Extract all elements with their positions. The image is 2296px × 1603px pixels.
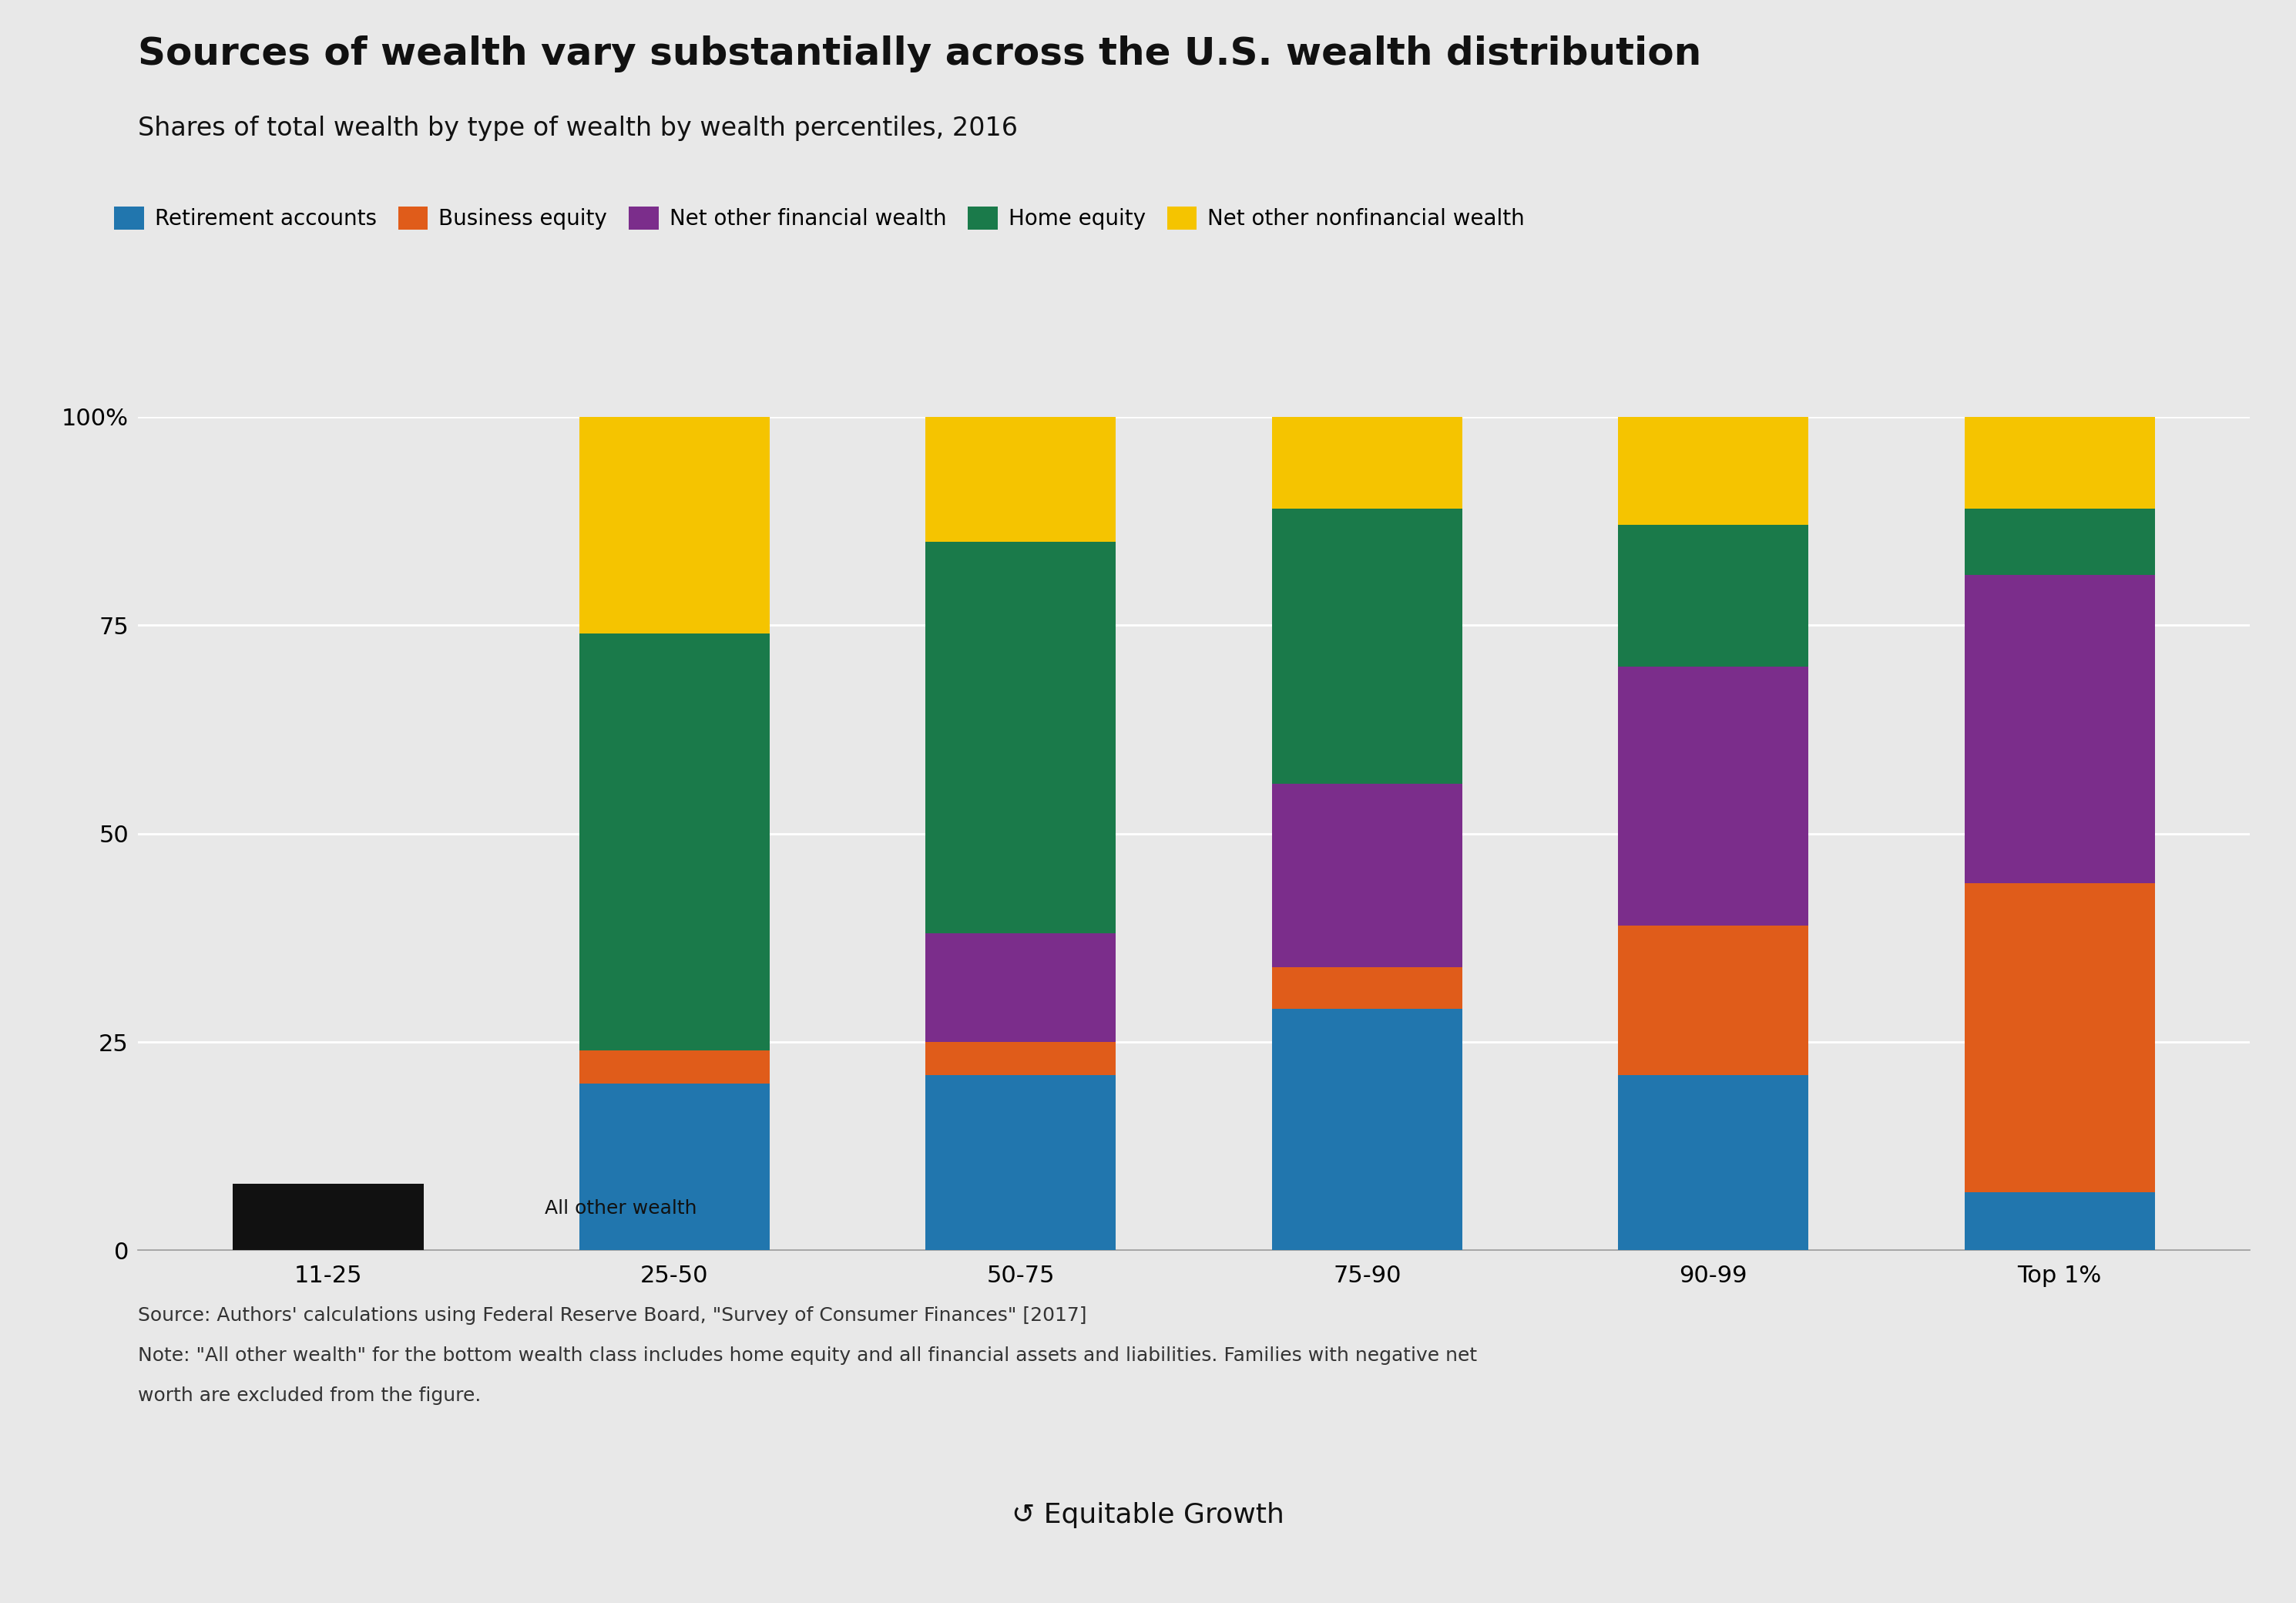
Bar bbox=[1619, 1076, 1809, 1250]
Bar bbox=[579, 633, 769, 1050]
Bar bbox=[1272, 1008, 1463, 1250]
Text: Shares of total wealth by type of wealth by wealth percentiles, 2016: Shares of total wealth by type of wealth… bbox=[138, 115, 1017, 141]
Text: Sources of wealth vary substantially across the U.S. wealth distribution: Sources of wealth vary substantially acr… bbox=[138, 35, 1701, 72]
Bar bbox=[232, 1183, 422, 1250]
Bar bbox=[1619, 667, 1809, 925]
Bar bbox=[1965, 1193, 2156, 1250]
Bar bbox=[1619, 526, 1809, 667]
Text: Source: Authors' calculations using Federal Reserve Board, "Survey of Consumer F: Source: Authors' calculations using Fede… bbox=[138, 1306, 1086, 1326]
Text: All other wealth: All other wealth bbox=[544, 1199, 696, 1218]
Bar bbox=[925, 542, 1116, 933]
Bar bbox=[579, 1050, 769, 1084]
Bar bbox=[925, 1042, 1116, 1076]
Bar bbox=[925, 417, 1116, 542]
Bar bbox=[1965, 508, 2156, 575]
Text: worth are excluded from the figure.: worth are excluded from the figure. bbox=[138, 1387, 480, 1406]
Legend: Retirement accounts, Business equity, Net other financial wealth, Home equity, N: Retirement accounts, Business equity, Ne… bbox=[115, 207, 1525, 229]
Bar bbox=[579, 417, 769, 633]
Bar bbox=[1272, 967, 1463, 1008]
Bar bbox=[925, 1076, 1116, 1250]
Text: ↺ Equitable Growth: ↺ Equitable Growth bbox=[1013, 1502, 1283, 1528]
Bar bbox=[1965, 883, 2156, 1193]
Bar bbox=[1965, 417, 2156, 508]
Bar bbox=[1619, 417, 1809, 526]
Bar bbox=[1619, 925, 1809, 1076]
Bar bbox=[579, 1084, 769, 1250]
Bar bbox=[1272, 508, 1463, 784]
Bar bbox=[925, 933, 1116, 1042]
Bar bbox=[1965, 575, 2156, 883]
Text: Note: "All other wealth" for the bottom wealth class includes home equity and al: Note: "All other wealth" for the bottom … bbox=[138, 1347, 1476, 1366]
Bar bbox=[1272, 417, 1463, 508]
Bar bbox=[1272, 784, 1463, 967]
